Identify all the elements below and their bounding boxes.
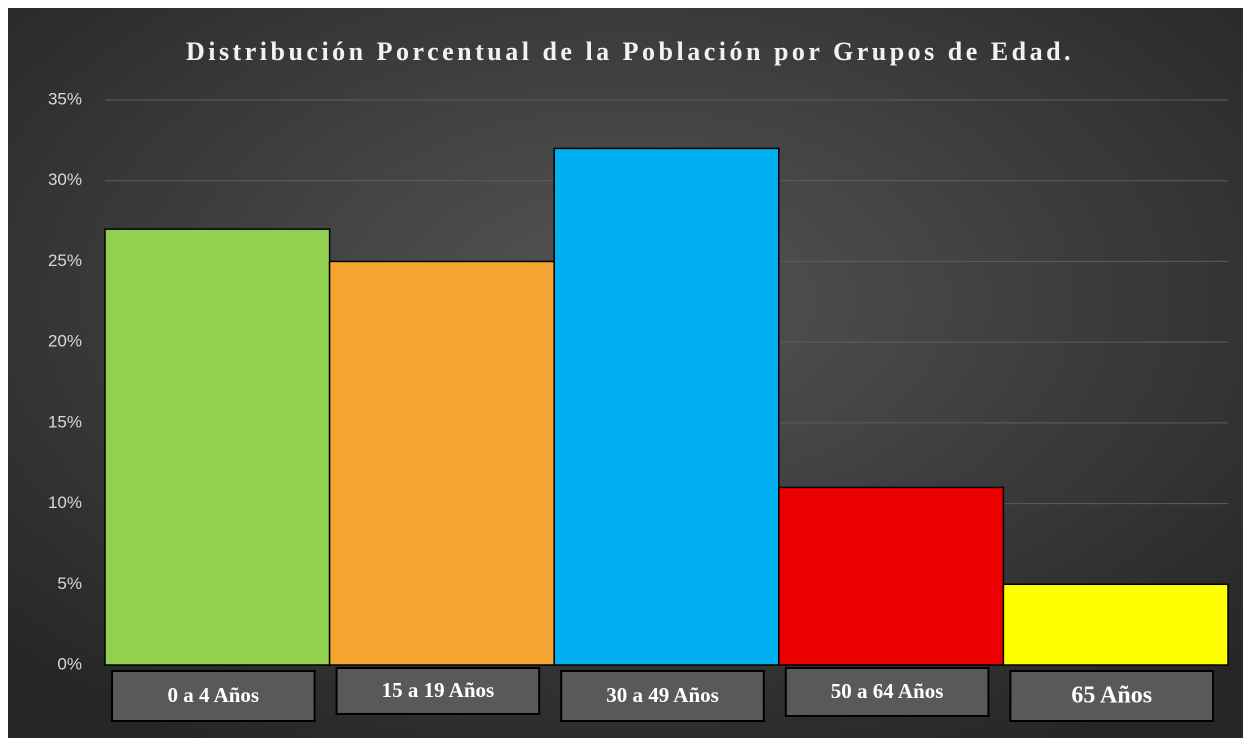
y-tick-label: 15% <box>48 412 82 431</box>
category-box <box>335 667 541 715</box>
bar <box>1002 583 1229 666</box>
bar <box>328 260 555 666</box>
bar <box>553 147 780 666</box>
y-tick-label: 20% <box>48 332 82 351</box>
x-tick-label: 15 a 19 Años <box>382 678 495 702</box>
category-box <box>111 670 316 722</box>
y-tick-label: 25% <box>48 251 82 270</box>
y-tick-label: 0% <box>57 654 82 673</box>
bars <box>104 147 1229 666</box>
x-tick-label: 30 a 49 Años <box>606 683 719 707</box>
chart-title: Distribución Porcentual de la Población … <box>185 37 1075 66</box>
y-tick-label: 10% <box>48 493 82 512</box>
x-tick-label: 50 a 64 Años <box>831 679 944 703</box>
y-tick-label: 30% <box>48 170 82 189</box>
bar <box>104 228 331 666</box>
y-tick-label: 5% <box>57 574 82 593</box>
category-box <box>784 667 990 717</box>
bar <box>778 486 1005 666</box>
y-tick-label: 35% <box>48 89 82 108</box>
x-tick-label: 65 Años <box>1071 683 1152 709</box>
labels: 0% 5% 10% 15% 20% 25% 30% 35% 0 a 4 Años 15 a 19 … <box>48 89 1215 722</box>
category-box <box>1009 670 1215 722</box>
x-tick-label: 0 a 4 Años <box>167 683 259 707</box>
category-box <box>560 670 765 722</box>
